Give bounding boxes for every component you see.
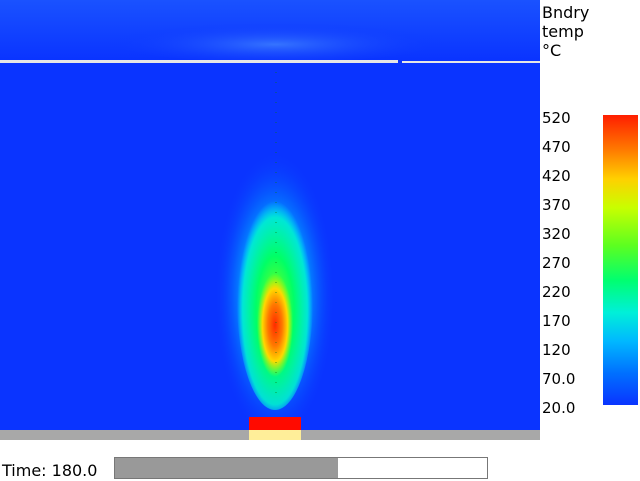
colorbar-tick-label: 120 bbox=[542, 341, 571, 359]
colorbar-tick-label: 70.0 bbox=[542, 370, 576, 388]
colorbar-tick-label: 220 bbox=[542, 283, 571, 301]
colorbar-tick-label: 170 bbox=[542, 312, 571, 330]
temperature-colorbar bbox=[603, 115, 638, 405]
colorbar-tick-label: 20.0 bbox=[542, 399, 576, 417]
burner-base bbox=[249, 430, 301, 440]
colorbar-tick-label: 420 bbox=[542, 167, 571, 185]
burner-surface bbox=[249, 417, 301, 430]
colorbar-tick-label: 320 bbox=[542, 225, 571, 243]
legend-title-line: °C bbox=[542, 41, 562, 60]
ceiling-boundary-right bbox=[402, 61, 540, 63]
time-progress-fill bbox=[115, 458, 338, 478]
time-progress-bar[interactable] bbox=[114, 457, 488, 479]
simulation-viewport[interactable] bbox=[0, 0, 540, 440]
legend-title-line: temp bbox=[542, 22, 584, 41]
colorbar-tick-label: 470 bbox=[542, 138, 571, 156]
ceiling-boundary bbox=[0, 60, 398, 63]
legend-title: Bndry temp °C bbox=[542, 3, 638, 60]
time-readout: Time: 180.0 bbox=[2, 461, 98, 480]
ceiling-gap bbox=[398, 60, 402, 64]
colorbar-tick-label: 520 bbox=[542, 109, 571, 127]
colorbar-tick-label: 370 bbox=[542, 196, 571, 214]
colorbar-tick-label: 270 bbox=[542, 254, 571, 272]
legend-title-line: Bndry bbox=[542, 3, 590, 22]
temperature-plume bbox=[0, 0, 540, 435]
